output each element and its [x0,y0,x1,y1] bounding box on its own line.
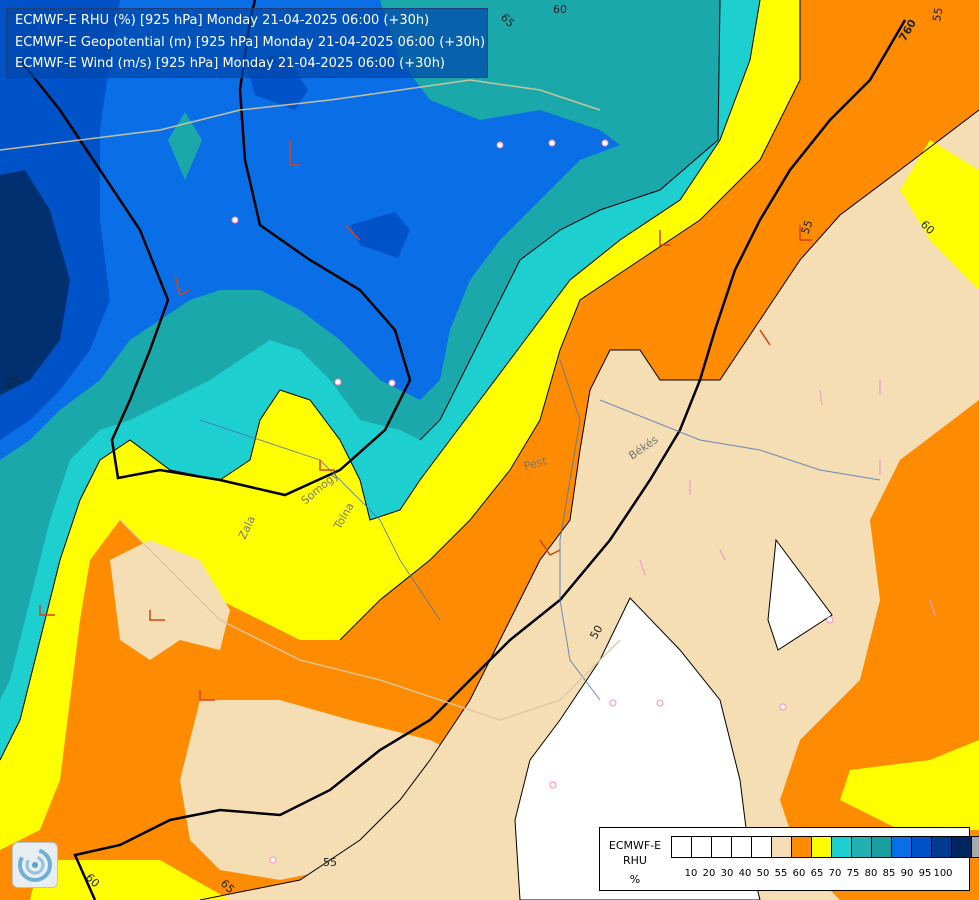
legend-swatches [671,836,979,858]
legend-title: ECMWF-E RHU % [606,838,664,887]
rhu-55-60-pocket-south [180,700,520,880]
legend-swatch [711,836,732,858]
legend-tick-label: 65 [810,868,824,879]
legend-swatch [871,836,892,858]
legend-unit: % [629,873,641,886]
label-contour-65-left: 65 [3,373,21,392]
legend-tick-label: 20 [702,868,716,879]
legend-tick-label: 50 [756,868,770,879]
rhu-90-95-area [0,170,70,395]
legend-title-line1: ECMWF-E [608,839,662,852]
legend-swatch [951,836,972,858]
legend-swatch [691,836,712,858]
rhu-65-70-area-ne [900,140,979,290]
legend-title-line2: RHU [623,854,647,867]
legend-swatch [811,836,832,858]
rhu-65-70-area-bottom [30,860,230,900]
legend-swatch [891,836,912,858]
label-contour-55-bottom: 55 [323,856,337,869]
legend-tick-label: 40 [738,868,752,879]
rhu-75-80-diamond [168,112,202,180]
legend-swatch [751,836,772,858]
color-legend: ECMWF-E RHU % 10 20 30 40 50 55 60 65 70 75 80 85 90… [599,827,979,891]
legend-swatch [771,836,792,858]
legend-tick-label: 30 [720,868,734,879]
legend-tick-label: 10 [684,868,698,879]
rhu-65-70-area-se [840,740,979,830]
map-title-box: ECMWF-E RHU (%) [925 hPa] Monday 21-04-2… [6,8,488,78]
legend-swatch [931,836,952,858]
legend-ticks: 10 20 30 40 50 55 60 65 70 75 80 85 90 95 100 [672,868,962,882]
ecmwf-logo [12,842,58,888]
rivers [199,359,881,701]
legend-swatch [671,836,692,858]
label-contour-55-right: 55 [930,6,945,22]
wind-barbs [39,140,812,701]
legend-tick-label: 85 [882,868,896,879]
legend-swatch [971,836,979,858]
rhu-below-55-area [514,597,761,900]
title-wind: ECMWF-E Wind (m/s) [925 hPa] Monday 21-0… [15,56,446,71]
region-pest: Pest [522,454,548,473]
label-contour-55-top: 55 [799,218,816,236]
ecmwf-swirl-icon [18,848,52,882]
legend-tick-label: 90 [900,868,914,879]
rhu-85-90-spot [350,212,410,258]
legend-tick-label: 100 [933,868,953,879]
legend-swatch [911,836,932,858]
legend-tick-label: 70 [828,868,842,879]
wind-barbs-light [639,380,936,616]
legend-swatch [831,836,852,858]
legend-tick-label: 80 [864,868,878,879]
label-contour-60-top: 60 [553,3,567,16]
label-contour-50: 50 [587,623,605,642]
title-rhu: ECMWF-E RHU (%) [925 hPa] Monday 21-04-2… [15,13,430,28]
legend-swatch [731,836,752,858]
rhu-below-55-area-east [767,538,833,651]
legend-tick-label: 75 [846,868,860,879]
title-geopotential: ECMWF-E Geopotential (m) [925 hPa] Monda… [15,35,486,50]
legend-tick-label: 60 [792,868,806,879]
rhu-80-85-area [0,0,620,460]
calm-wind-circles [231,139,834,864]
legend-tick-label: 95 [918,868,932,879]
country-borders [0,79,621,721]
rhu-55-60-pocket [110,540,230,660]
legend-tick-label: 55 [774,868,788,879]
legend-swatch [851,836,872,858]
legend-swatch [791,836,812,858]
